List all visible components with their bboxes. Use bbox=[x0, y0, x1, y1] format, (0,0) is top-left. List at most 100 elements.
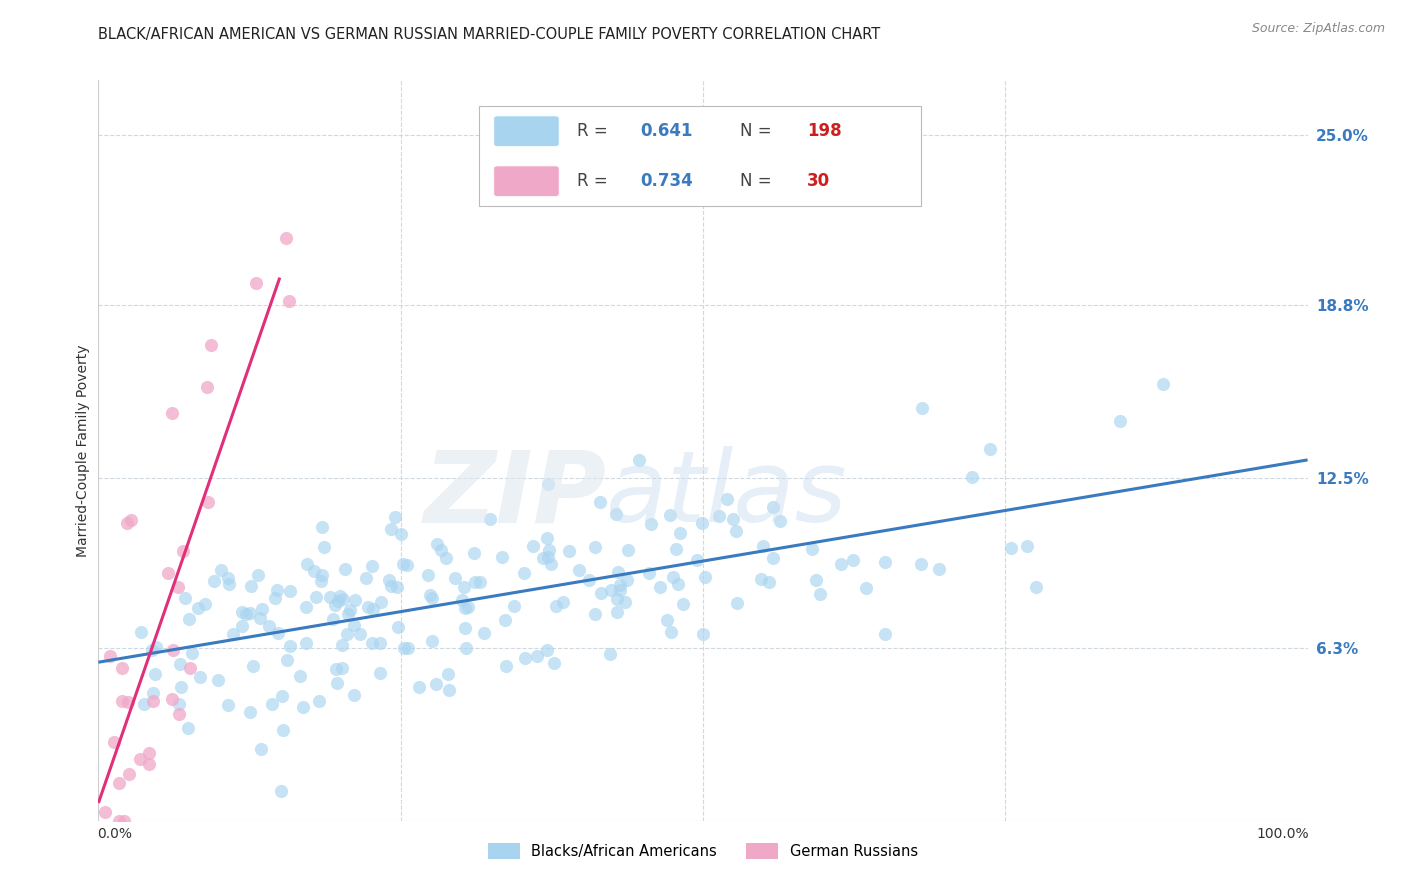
Point bbox=[326, 676, 349, 690]
Point bbox=[326, 594, 349, 608]
Point bbox=[690, 516, 713, 531]
Point bbox=[609, 582, 631, 597]
Point bbox=[143, 667, 166, 681]
Text: 100.0%: 100.0% bbox=[1256, 827, 1309, 840]
Point bbox=[103, 735, 125, 749]
Point bbox=[118, 766, 141, 780]
FancyBboxPatch shape bbox=[494, 116, 560, 146]
Point bbox=[343, 688, 366, 702]
Point bbox=[419, 588, 441, 602]
Point bbox=[128, 752, 150, 766]
Point bbox=[246, 568, 269, 582]
Point bbox=[160, 692, 183, 706]
Point bbox=[330, 661, 353, 675]
Point bbox=[1015, 539, 1038, 553]
Point bbox=[392, 557, 415, 571]
Point bbox=[614, 595, 637, 609]
Point bbox=[337, 607, 360, 621]
Point bbox=[392, 641, 415, 656]
Point bbox=[277, 293, 299, 308]
Point bbox=[270, 784, 292, 798]
Point bbox=[217, 698, 239, 712]
Point bbox=[169, 657, 191, 672]
Point bbox=[416, 568, 439, 582]
Y-axis label: Married-Couple Family Poverty: Married-Couple Family Poverty bbox=[76, 344, 90, 557]
Point bbox=[804, 573, 827, 587]
Point bbox=[439, 683, 461, 698]
Point bbox=[100, 649, 122, 664]
Point bbox=[389, 527, 412, 541]
Point bbox=[491, 549, 513, 564]
Point bbox=[725, 524, 748, 538]
Point bbox=[454, 601, 477, 615]
Text: atlas: atlas bbox=[606, 446, 848, 543]
Point bbox=[339, 603, 361, 617]
Point bbox=[197, 380, 219, 394]
Text: Source: ZipAtlas.com: Source: ZipAtlas.com bbox=[1251, 22, 1385, 36]
Point bbox=[357, 600, 380, 615]
Point bbox=[457, 600, 479, 615]
Point bbox=[344, 592, 367, 607]
Point bbox=[842, 553, 865, 567]
Point bbox=[264, 591, 287, 606]
Point bbox=[640, 517, 662, 532]
Point bbox=[472, 626, 495, 640]
Point bbox=[167, 706, 190, 721]
Point bbox=[762, 500, 785, 514]
Point bbox=[609, 577, 631, 591]
Point bbox=[311, 567, 333, 582]
Point bbox=[162, 643, 184, 657]
Point bbox=[172, 543, 194, 558]
Point bbox=[235, 607, 257, 621]
Point bbox=[266, 583, 288, 598]
Point bbox=[443, 570, 465, 584]
Point bbox=[179, 661, 201, 675]
Point bbox=[536, 643, 558, 657]
Point bbox=[979, 442, 1001, 456]
Point bbox=[658, 508, 681, 523]
Point bbox=[333, 562, 356, 576]
Point bbox=[271, 723, 294, 738]
Point bbox=[875, 627, 897, 641]
Point bbox=[207, 673, 229, 688]
Point bbox=[160, 406, 183, 420]
Point bbox=[141, 642, 163, 657]
Point bbox=[380, 579, 402, 593]
Point bbox=[451, 593, 474, 607]
Point bbox=[752, 539, 775, 553]
Point bbox=[558, 544, 581, 558]
Point bbox=[425, 677, 447, 691]
Point bbox=[478, 511, 501, 525]
Point bbox=[426, 537, 449, 551]
Point bbox=[138, 757, 160, 772]
Point bbox=[589, 494, 612, 508]
Text: N =: N = bbox=[741, 172, 778, 190]
Point bbox=[142, 694, 165, 708]
Point bbox=[716, 491, 738, 506]
Point bbox=[659, 625, 682, 640]
Point bbox=[420, 591, 443, 605]
Point bbox=[336, 627, 359, 641]
Point bbox=[544, 599, 567, 613]
Point bbox=[605, 507, 627, 521]
Point bbox=[769, 514, 792, 528]
Point bbox=[354, 571, 377, 585]
Point bbox=[111, 694, 134, 708]
Point bbox=[245, 276, 267, 290]
Point bbox=[271, 689, 294, 703]
Point bbox=[551, 595, 574, 609]
Point bbox=[960, 469, 983, 483]
Point bbox=[762, 550, 785, 565]
Point bbox=[209, 563, 232, 577]
Point bbox=[343, 618, 366, 632]
Point bbox=[157, 566, 180, 580]
Point bbox=[808, 587, 831, 601]
Point bbox=[385, 580, 408, 594]
Point bbox=[408, 680, 430, 694]
Point bbox=[278, 583, 301, 598]
Point bbox=[309, 574, 332, 588]
Text: 0.734: 0.734 bbox=[640, 172, 693, 190]
Point bbox=[295, 636, 318, 650]
Point bbox=[721, 512, 744, 526]
Point bbox=[173, 591, 195, 605]
